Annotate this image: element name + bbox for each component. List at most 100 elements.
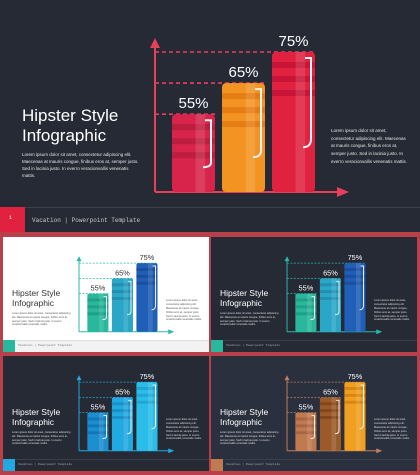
bar-highlight xyxy=(148,263,153,332)
y-axis-arrow-icon xyxy=(284,256,290,262)
bar-hook xyxy=(102,296,107,321)
bar-highlight xyxy=(356,382,361,451)
bar-stripe xyxy=(319,402,341,406)
x-axis-arrow-icon xyxy=(168,329,175,335)
thumbnail-chart: 55% 65% 75% xyxy=(76,253,175,335)
bar-highlight xyxy=(98,293,104,332)
bar-stripe xyxy=(87,298,109,302)
bar-value-label: 55% xyxy=(299,284,314,293)
bar-value-label: 75% xyxy=(140,372,155,381)
bar xyxy=(111,397,133,451)
bar-stripe xyxy=(295,417,317,421)
thumbnail-footer-square xyxy=(211,459,223,471)
bar xyxy=(344,263,366,332)
bar-stripe xyxy=(319,283,341,287)
bar-hook xyxy=(252,88,262,159)
bar-stripe xyxy=(295,298,317,302)
bar-stripe xyxy=(136,274,158,278)
thumbnail-footer xyxy=(3,459,209,471)
bar-highlight xyxy=(295,52,306,192)
thumbnail-chart: 55% 65% 75% xyxy=(284,253,383,335)
bar-hook xyxy=(302,57,312,149)
footer-subtitle: Powerpoint Template xyxy=(71,217,141,224)
bar-stripe xyxy=(295,424,317,428)
footer-separator: | xyxy=(64,217,69,224)
bar-value-label: 65% xyxy=(115,268,130,277)
bar-highlight xyxy=(356,263,361,332)
thumbnail-footer xyxy=(211,340,417,352)
bar-stripe xyxy=(87,312,109,316)
bar xyxy=(319,397,341,451)
thumbnail-footer-text: Vacation | Powerpoint Template xyxy=(226,463,281,466)
bar xyxy=(136,382,158,451)
bar-stripe xyxy=(344,274,366,278)
bar-value-label: 75% xyxy=(348,253,363,262)
bar-stripe xyxy=(319,409,341,413)
x-axis-arrow-icon xyxy=(376,329,383,335)
bar-stripe xyxy=(222,121,265,128)
bar-hook xyxy=(335,399,340,435)
bar-stripe xyxy=(172,138,215,145)
thumbnail-blue-dark[interactable]: 55% 65% 75% Hipster Style Infographic Lore… xyxy=(3,356,209,471)
bar-stripe xyxy=(295,312,317,316)
x-axis-arrow-icon xyxy=(168,448,175,454)
bar-hook xyxy=(127,399,132,435)
bar-hook xyxy=(151,265,157,311)
bar-value-label: 55% xyxy=(178,95,208,112)
bar-value-label: 55% xyxy=(91,284,106,293)
thumbnail-title: Hipster Style Infographic xyxy=(12,288,61,308)
thumbnail-footer-text: Vacation | Powerpoint Template xyxy=(226,344,281,347)
bar-value-label: 75% xyxy=(140,253,155,262)
thumbnail-footer-square xyxy=(3,340,15,352)
y-axis-arrow-icon xyxy=(284,375,290,381)
thumbnail-right-text: Lorem ipsum dolor sit amet, consectetur … xyxy=(166,418,202,441)
bar-highlight xyxy=(245,83,256,192)
bar xyxy=(222,83,265,192)
bar-stripe xyxy=(111,297,133,300)
bar-stripe xyxy=(344,387,366,390)
bar-highlight xyxy=(123,278,129,332)
thumbnail-left-text: Lorem ipsum dolor sit amet, consectetur … xyxy=(220,312,279,327)
footer-title-text: Vacation xyxy=(32,217,61,224)
bar-value-label: 65% xyxy=(323,268,338,277)
bar-stripe xyxy=(344,400,366,404)
thumbnail-chart: 55% 65% 75% xyxy=(284,372,383,454)
footer-number-square xyxy=(0,207,25,232)
bar-stripe xyxy=(111,409,133,413)
bar-hook xyxy=(310,296,315,321)
bar-stripe xyxy=(111,283,133,287)
bar-stripe xyxy=(136,387,158,390)
bar-stripe xyxy=(111,402,133,406)
bar-highlight xyxy=(148,382,153,451)
thumbnail-footer-square xyxy=(211,340,223,352)
thumbnail-footer-square xyxy=(3,459,15,471)
bar-hook xyxy=(359,265,365,311)
bar xyxy=(319,278,341,332)
bar-stripe xyxy=(295,305,317,309)
left-body-text: Lorem ipsum dolor sit amet, consectetur … xyxy=(22,152,139,178)
thumbnail-right-text: Lorem ipsum dolor sit amet, consectetur … xyxy=(166,299,202,322)
bar-stripe xyxy=(111,290,133,294)
thumbnail-brown-dark[interactable]: 55% 65% 75% Hipster Style Infographic Lore… xyxy=(211,356,417,471)
thumbnail-left-text: Lorem ipsum dolor sit amet, consectetur … xyxy=(220,431,279,446)
slide-title: Hipster Style Infographic xyxy=(22,106,119,145)
x-axis-arrow-icon xyxy=(337,187,349,197)
thumbnail-teal-dark[interactable]: 55% 65% 75% Hipster Style Infographic Lore… xyxy=(211,237,417,352)
thumbnail-chart: 55% 65% 75% xyxy=(76,372,175,454)
bar-hook xyxy=(335,280,340,316)
thumbnail-teal-light[interactable]: 55% 65% 75% Hipster Style Infographic Lore… xyxy=(3,237,209,352)
bar-stripe xyxy=(87,417,109,421)
x-axis-arrow-icon xyxy=(376,448,383,454)
bar-value-label: 75% xyxy=(348,372,363,381)
bar-hook xyxy=(310,415,315,440)
footer-bar xyxy=(0,207,420,232)
bar-stripe xyxy=(319,290,341,294)
bar xyxy=(344,382,366,451)
bar-value-label: 65% xyxy=(323,387,338,396)
bar xyxy=(111,278,133,332)
main-slide: 55% 65% 75% Hipster Style Infographic Lore… xyxy=(0,0,420,232)
bar-hook xyxy=(202,119,212,169)
thumbnail-footer xyxy=(3,340,209,352)
bar-stripe xyxy=(87,305,109,309)
bar-stripe xyxy=(295,431,317,435)
